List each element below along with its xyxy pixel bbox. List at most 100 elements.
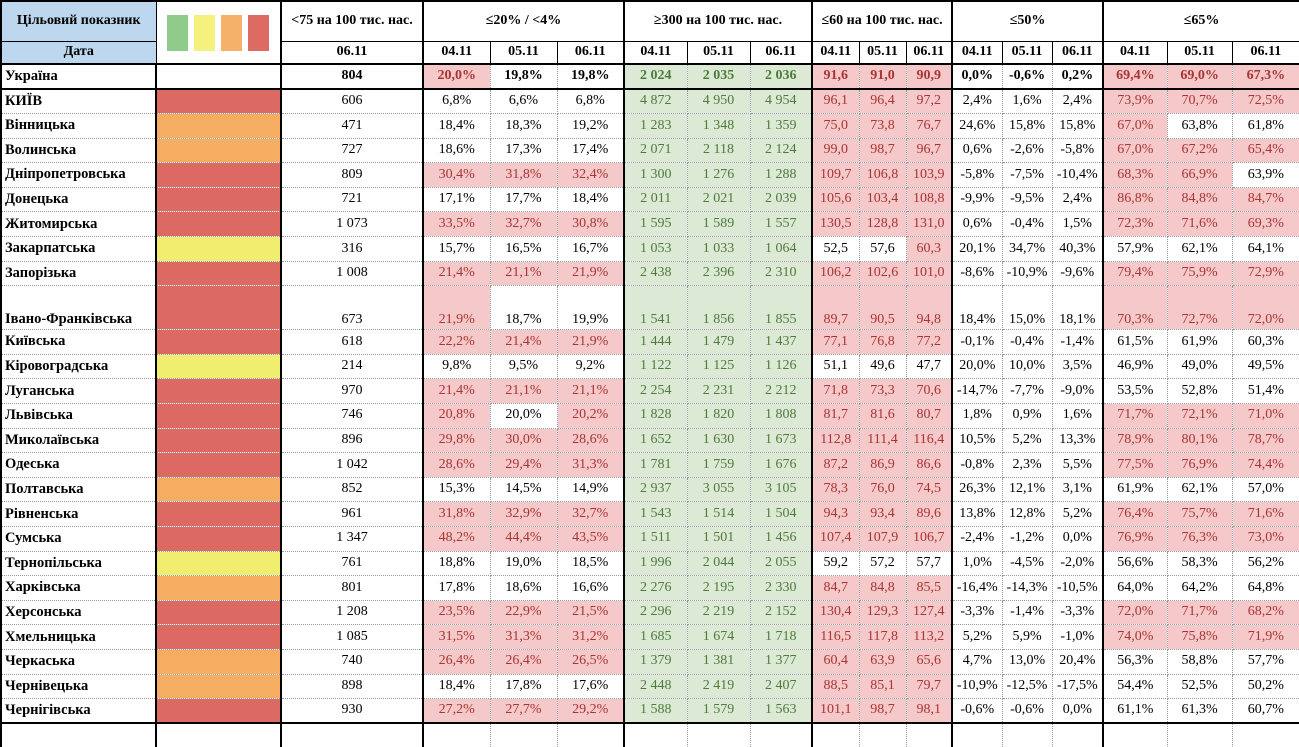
region-name-cell: Харківська bbox=[1, 575, 157, 601]
date-header: 04.11 bbox=[811, 40, 860, 65]
value-cell: 2 021 bbox=[687, 187, 751, 213]
value-cell: 1,6% bbox=[1002, 89, 1053, 115]
value-cell: -14,3% bbox=[1002, 575, 1053, 601]
table-row-region: Львівська 746 20,8% 20,0% 20,2% 1 828 1 820 1 8… bbox=[1, 403, 1299, 429]
value-cell: 2 044 bbox=[687, 551, 751, 577]
value-cell bbox=[623, 723, 688, 747]
value-cell: 13,3% bbox=[1052, 428, 1104, 454]
value-cell: 73,0% bbox=[1232, 526, 1299, 552]
value-cell: 61,5% bbox=[1102, 329, 1168, 355]
region-name-cell: Запорізька bbox=[1, 261, 157, 287]
status-indicator-cell-none bbox=[155, 63, 282, 90]
value-cell: 1 288 bbox=[750, 162, 813, 188]
value-cell: 761 bbox=[280, 551, 424, 577]
value-cell: 17,8% bbox=[422, 575, 491, 601]
value-cell: -9,9% bbox=[951, 187, 1003, 213]
region-name-cell: Сумська bbox=[1, 526, 157, 552]
table-row-region: Миколаївська 896 29,8% 30,0% 28,6% 1 652 1 630… bbox=[1, 428, 1299, 454]
value-cell: 2 254 bbox=[623, 378, 688, 405]
value-cell: 1 456 bbox=[750, 526, 813, 552]
value-cell: 29,4% bbox=[490, 452, 558, 478]
value-cell: 1 595 bbox=[623, 211, 688, 238]
value-cell: 61,9% bbox=[1102, 477, 1168, 503]
table-row-ukraine: Україна 804 20,0% 19,8% 19,8% 2 024 2 035 2 036… bbox=[1, 63, 1299, 90]
value-cell: 32,9% bbox=[490, 501, 558, 527]
value-cell: 21,4% bbox=[490, 329, 558, 355]
region-name-cell: Закарпатська bbox=[1, 236, 157, 262]
value-cell: 30,0% bbox=[490, 428, 558, 454]
value-cell: 32,7% bbox=[490, 211, 558, 238]
value-cell: 2,3% bbox=[1002, 452, 1053, 478]
value-cell: 63,9 bbox=[859, 649, 907, 675]
value-cell: 17,3% bbox=[490, 138, 558, 164]
value-cell: 21,4% bbox=[422, 378, 491, 405]
value-cell: 31,3% bbox=[557, 452, 625, 478]
date-header: 04.11 bbox=[951, 40, 1003, 65]
region-name-cell: Миколаївська bbox=[1, 428, 157, 454]
value-cell: 1,0% bbox=[951, 551, 1003, 577]
value-cell: 6,6% bbox=[490, 89, 558, 115]
value-cell: 74,4% bbox=[1232, 452, 1299, 478]
value-cell: -5,8% bbox=[1052, 138, 1104, 164]
value-cell: 48,2% bbox=[422, 526, 491, 552]
value-cell: 63,8% bbox=[1167, 113, 1233, 139]
value-cell: 3 055 bbox=[687, 477, 751, 503]
value-cell: 618 bbox=[280, 329, 424, 355]
value-cell: 30,8% bbox=[557, 211, 625, 238]
value-cell: 316 bbox=[280, 236, 424, 262]
value-cell: -17,5% bbox=[1052, 674, 1104, 700]
table-row-region: Вінницька 471 18,4% 18,3% 19,2% 1 283 1 348 1 3… bbox=[1, 113, 1299, 139]
value-cell: 71,8 bbox=[811, 378, 860, 405]
region-name-cell: Луганська bbox=[1, 378, 157, 405]
value-cell: 44,4% bbox=[490, 526, 558, 552]
value-cell: 12,8% bbox=[1002, 501, 1053, 527]
status-indicator-cell-red bbox=[155, 329, 282, 355]
value-cell: 1 855 bbox=[750, 285, 813, 331]
region-name-cell: Одеська bbox=[1, 452, 157, 478]
region-name-cell: Івано-Франківська bbox=[1, 285, 157, 331]
value-cell: 5,2% bbox=[1052, 501, 1104, 527]
value-cell: 2 035 bbox=[687, 63, 751, 90]
value-cell: 26,4% bbox=[490, 649, 558, 675]
value-cell: 32,7% bbox=[557, 501, 625, 527]
value-cell bbox=[1167, 723, 1233, 747]
value-cell: 15,8% bbox=[1002, 113, 1053, 139]
value-cell: 721 bbox=[280, 187, 424, 213]
value-cell: 1 541 bbox=[623, 285, 688, 331]
region-name-cell: Полтавська bbox=[1, 477, 157, 503]
value-cell bbox=[490, 723, 558, 747]
value-cell: 52,5% bbox=[1167, 674, 1233, 700]
value-cell: 214 bbox=[280, 354, 424, 380]
value-cell: 1 543 bbox=[623, 501, 688, 527]
value-cell bbox=[1002, 723, 1053, 747]
status-indicator-cell-yellow bbox=[155, 236, 282, 262]
value-cell: 1 808 bbox=[750, 403, 813, 429]
partial-row bbox=[1, 723, 1299, 747]
value-cell: 131,0 bbox=[906, 211, 953, 238]
value-cell: 105,6 bbox=[811, 187, 860, 213]
value-cell: 20,0% bbox=[422, 63, 491, 90]
group-header-5: ≤65% bbox=[1102, 0, 1299, 42]
value-cell: 111,4 bbox=[859, 428, 907, 454]
value-cell: 107,4 bbox=[811, 526, 860, 552]
value-cell: 898 bbox=[280, 674, 424, 700]
legend-swatches bbox=[155, 0, 282, 65]
value-cell: 57,7% bbox=[1232, 649, 1299, 675]
region-name-cell: Херсонська bbox=[1, 600, 157, 626]
value-cell: 98,7 bbox=[859, 698, 907, 725]
value-cell: 2 937 bbox=[623, 477, 688, 503]
date-header: 05.11 bbox=[1166, 40, 1233, 65]
value-cell: 61,8% bbox=[1232, 113, 1299, 139]
value-cell: 17,7% bbox=[490, 187, 558, 213]
value-cell: 2 036 bbox=[750, 63, 813, 90]
value-cell: 3,5% bbox=[1052, 354, 1104, 380]
legend-swatch-yellow-icon bbox=[194, 14, 216, 51]
value-cell: 1 444 bbox=[623, 329, 688, 355]
value-cell: 96,7 bbox=[906, 138, 953, 164]
date-header: 06.11 bbox=[1231, 40, 1299, 65]
value-cell: 471 bbox=[280, 113, 424, 139]
value-cell: 1 377 bbox=[750, 649, 813, 675]
value-cell: 1 652 bbox=[623, 428, 688, 454]
value-cell: 21,4% bbox=[422, 261, 491, 287]
value-cell: 727 bbox=[280, 138, 424, 164]
